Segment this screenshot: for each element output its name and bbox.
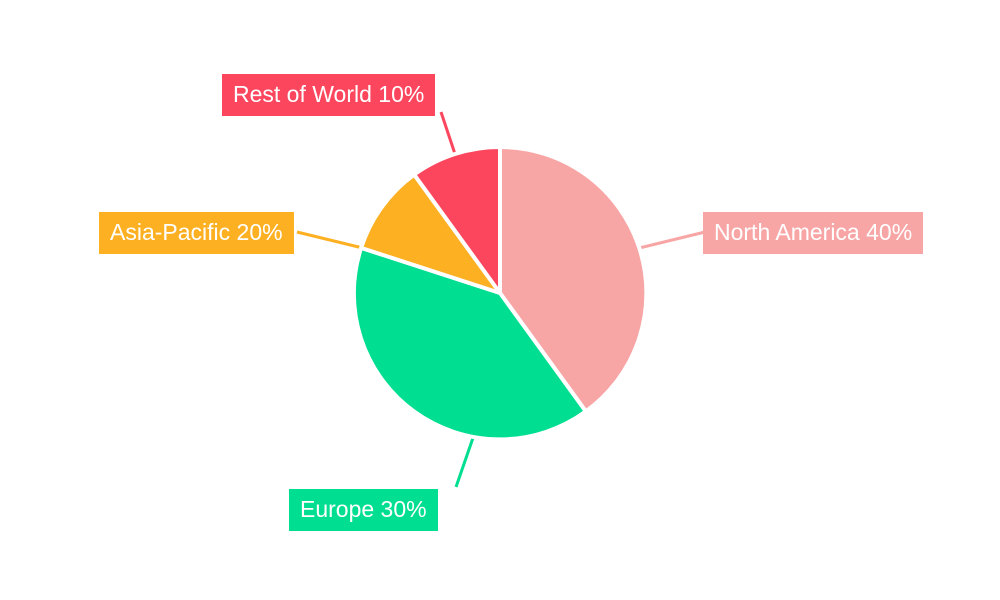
pie-label-europe[interactable]: Europe 30% (289, 489, 438, 531)
pie-slice-europe[interactable] (351, 245, 588, 442)
pie-slice-rest-of-world[interactable] (412, 144, 502, 295)
pie-slice-north-america[interactable] (498, 144, 649, 414)
pie-label-rest-of-world[interactable]: Rest of World 10% (222, 74, 436, 116)
pie-slice-asia-pacific[interactable] (359, 172, 502, 295)
pie-slices-group (351, 144, 649, 442)
pie-label-north-america[interactable]: North America 40% (703, 212, 924, 254)
leader-line-north-america (630, 230, 706, 252)
pie-label-asia-pacific[interactable]: Asia-Pacific 20% (99, 212, 294, 254)
leader-line-asia-pacific (296, 230, 372, 252)
